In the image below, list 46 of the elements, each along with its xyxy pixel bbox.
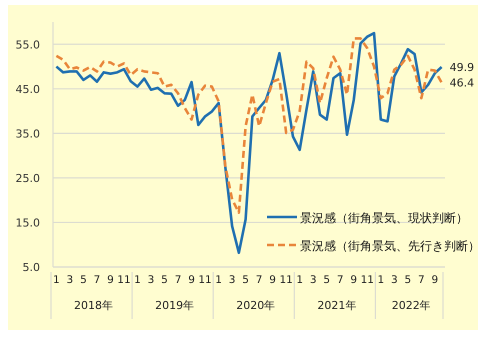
x-tick-label: 11	[198, 274, 212, 286]
y-tick-label: 25.0	[16, 172, 40, 185]
text: 2022年	[392, 299, 431, 312]
y-tick-label: 35.0	[16, 127, 40, 140]
x-tick-label: 5	[80, 274, 87, 286]
x-tick-label: 3	[310, 274, 317, 286]
x-tick-label: 5	[404, 274, 412, 286]
x-tick-label: 1	[377, 274, 384, 286]
legend-label: 景況感（街角景気、現状判断）	[300, 211, 468, 225]
text: 2021年	[317, 299, 356, 312]
x-tick-label: 11	[279, 274, 293, 286]
x-tick-label: 7	[336, 274, 344, 286]
x-tick-label: 1	[296, 274, 304, 286]
x-tick-label: 9	[350, 274, 358, 286]
text: 2018年	[74, 299, 114, 312]
x-tick-label: 7	[174, 274, 182, 286]
y-tick-label: 15.0	[16, 216, 40, 230]
x-tick-label: 9	[107, 274, 114, 286]
x-tick-label: 9	[269, 274, 276, 286]
x-tick-label: 3	[148, 274, 154, 286]
line-series	[55, 37, 443, 214]
x-tick-label: 3	[228, 274, 236, 286]
data-label: 49.9	[450, 60, 474, 74]
text: 2020年	[236, 299, 276, 312]
x-tick-label: 5	[242, 274, 249, 286]
x-tick-label: 5	[323, 274, 330, 286]
x-tick-label: 1	[53, 274, 60, 286]
x-tick-label: 7	[94, 274, 100, 286]
x-tick-label: 3	[390, 274, 398, 286]
x-tick-label: 1	[134, 274, 141, 286]
x-tick-label: 1	[215, 274, 222, 286]
y-tick-label: 45.0	[16, 82, 40, 96]
text: 2019年	[155, 299, 194, 312]
x-tick-label: 3	[66, 274, 74, 286]
x-tick-label: 9	[432, 274, 438, 286]
data-label: 46.4	[450, 76, 474, 90]
line-series	[55, 32, 443, 254]
legend-label: 景況感（街角景気、先行き判断）	[300, 239, 480, 253]
x-tick-label: 11	[360, 274, 374, 286]
y-tick-label: 55.0	[16, 38, 40, 52]
x-tick-label: 11	[117, 274, 131, 286]
x-tick-label: 5	[161, 274, 168, 286]
y-tick-label: 5.0	[22, 261, 40, 274]
x-tick-label: 7	[256, 274, 262, 286]
x-tick-label: 9	[188, 274, 195, 286]
x-tick-label: 7	[418, 274, 425, 286]
